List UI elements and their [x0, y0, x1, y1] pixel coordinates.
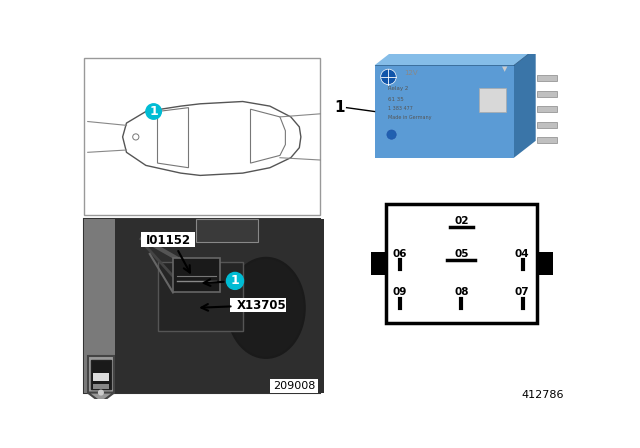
- Bar: [537, 75, 557, 82]
- Bar: [479, 88, 506, 112]
- Circle shape: [99, 390, 103, 395]
- Bar: [84, 58, 320, 215]
- Bar: [115, 220, 324, 392]
- Bar: [93, 373, 109, 381]
- Circle shape: [227, 272, 244, 289]
- Bar: [84, 220, 320, 392]
- Text: Made in Germany: Made in Germany: [388, 115, 432, 120]
- Text: 1: 1: [230, 275, 239, 288]
- Text: ▼: ▼: [502, 66, 508, 73]
- Circle shape: [387, 130, 396, 139]
- Text: 61 35: 61 35: [388, 97, 404, 102]
- Text: 07: 07: [515, 288, 529, 297]
- Text: 1: 1: [335, 100, 345, 115]
- Text: 08: 08: [454, 288, 468, 297]
- Bar: [537, 137, 557, 143]
- Polygon shape: [374, 65, 514, 158]
- Bar: [91, 360, 111, 389]
- Text: 04: 04: [515, 249, 529, 259]
- Text: 1: 1: [149, 105, 158, 118]
- Polygon shape: [374, 48, 536, 65]
- FancyBboxPatch shape: [141, 233, 195, 247]
- Text: 209008: 209008: [273, 381, 315, 392]
- Bar: [157, 262, 243, 331]
- Circle shape: [381, 69, 396, 85]
- Text: 02: 02: [454, 216, 468, 226]
- Text: X13705: X13705: [237, 299, 287, 312]
- Polygon shape: [123, 102, 301, 176]
- FancyBboxPatch shape: [230, 298, 286, 313]
- Bar: [84, 220, 115, 392]
- Bar: [537, 252, 553, 275]
- Text: 412786: 412786: [522, 390, 564, 400]
- Polygon shape: [514, 48, 536, 158]
- Text: 06: 06: [393, 249, 407, 259]
- Circle shape: [132, 134, 139, 140]
- Bar: [371, 252, 386, 275]
- Text: Relay 2: Relay 2: [388, 86, 409, 91]
- Text: I01152: I01152: [146, 233, 191, 246]
- Text: 12V: 12V: [404, 69, 417, 76]
- Bar: [173, 258, 220, 293]
- Bar: [93, 384, 109, 389]
- Bar: [537, 121, 557, 128]
- Bar: [270, 379, 318, 392]
- Ellipse shape: [227, 258, 305, 358]
- Circle shape: [146, 104, 161, 119]
- Polygon shape: [157, 108, 189, 168]
- Polygon shape: [88, 392, 114, 403]
- Polygon shape: [250, 109, 285, 163]
- Text: 1 383 477: 1 383 477: [388, 106, 413, 111]
- Bar: [88, 356, 114, 392]
- Bar: [196, 220, 259, 242]
- Bar: [386, 204, 537, 323]
- Bar: [537, 90, 557, 97]
- Text: 09: 09: [393, 288, 407, 297]
- Bar: [537, 106, 557, 112]
- Text: 05: 05: [454, 249, 468, 259]
